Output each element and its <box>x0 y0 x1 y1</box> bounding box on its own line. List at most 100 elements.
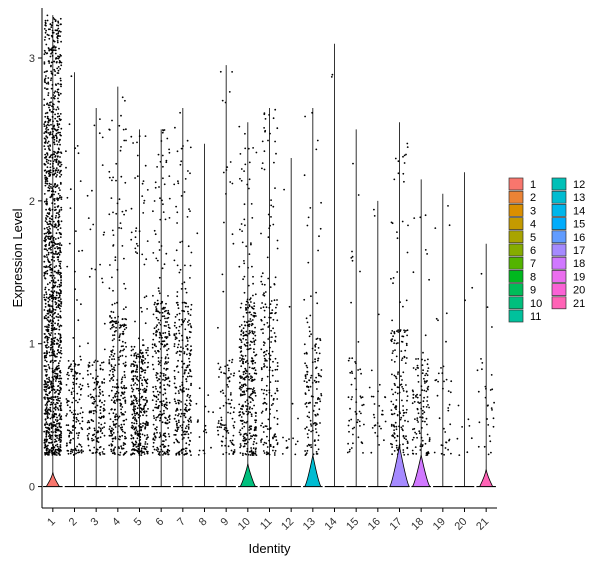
point <box>60 436 63 439</box>
point <box>228 359 231 362</box>
point <box>49 406 52 409</box>
point <box>406 447 409 450</box>
point <box>141 361 144 364</box>
point <box>239 446 242 449</box>
point <box>87 395 90 397</box>
point <box>178 350 181 353</box>
point <box>262 328 264 330</box>
point <box>244 372 247 375</box>
point <box>134 405 137 408</box>
point <box>136 364 138 367</box>
point <box>185 380 188 383</box>
point <box>163 263 166 266</box>
point <box>178 312 181 315</box>
point <box>217 326 219 329</box>
point <box>118 398 120 401</box>
point <box>142 398 145 401</box>
point <box>79 383 82 386</box>
point <box>59 227 62 230</box>
point <box>58 213 60 216</box>
point <box>55 243 57 246</box>
point <box>317 357 320 360</box>
violin-group-1 <box>43 15 63 488</box>
point <box>164 422 167 424</box>
point <box>162 332 165 335</box>
point <box>183 412 186 415</box>
point <box>140 360 143 363</box>
point <box>307 216 310 219</box>
point <box>188 375 191 377</box>
point <box>110 365 113 368</box>
point <box>315 366 318 369</box>
legend-swatch <box>508 309 524 323</box>
point <box>396 271 399 273</box>
point <box>59 156 61 158</box>
point <box>163 183 166 186</box>
point <box>115 326 117 329</box>
point <box>102 368 104 371</box>
jitter-points-3 <box>86 118 106 456</box>
point <box>243 260 245 262</box>
point <box>220 371 223 374</box>
point <box>53 150 55 153</box>
point <box>261 162 264 165</box>
point <box>490 374 493 376</box>
point <box>242 371 245 373</box>
point <box>53 124 56 127</box>
point <box>49 247 51 250</box>
point <box>177 414 179 417</box>
point <box>177 426 180 429</box>
point <box>489 389 492 391</box>
point <box>384 396 387 399</box>
point <box>50 398 53 400</box>
point <box>111 179 113 182</box>
point <box>316 402 318 404</box>
point <box>241 376 244 379</box>
point <box>228 453 231 455</box>
point <box>136 433 139 435</box>
point <box>245 421 248 424</box>
point <box>57 69 60 72</box>
point <box>245 245 248 248</box>
point <box>46 231 49 234</box>
point <box>50 438 53 441</box>
point <box>113 366 115 369</box>
point <box>249 377 252 380</box>
point <box>285 447 288 449</box>
point <box>46 19 49 22</box>
point <box>136 383 139 386</box>
point <box>49 274 52 277</box>
point <box>145 396 147 399</box>
violin-group-6 <box>151 129 171 488</box>
point <box>123 348 125 351</box>
point <box>294 443 297 446</box>
point <box>59 54 62 56</box>
point <box>45 128 47 130</box>
point <box>244 383 246 386</box>
point <box>395 444 398 447</box>
point <box>466 451 469 454</box>
point <box>53 424 56 427</box>
point <box>230 373 232 375</box>
violin-group-5 <box>129 129 150 488</box>
point <box>251 407 254 410</box>
point <box>177 182 180 185</box>
point <box>60 151 62 154</box>
point <box>266 366 268 369</box>
point <box>47 186 50 189</box>
point <box>67 450 70 452</box>
point <box>56 174 58 176</box>
point <box>360 441 363 444</box>
point <box>113 321 116 323</box>
point <box>59 334 62 337</box>
point <box>48 427 51 430</box>
point <box>53 285 56 288</box>
point <box>274 449 277 452</box>
point <box>56 41 59 44</box>
point <box>381 409 384 412</box>
legend-item-6: 6 <box>508 243 536 257</box>
point <box>173 441 176 444</box>
point <box>99 118 101 120</box>
point <box>246 408 248 411</box>
